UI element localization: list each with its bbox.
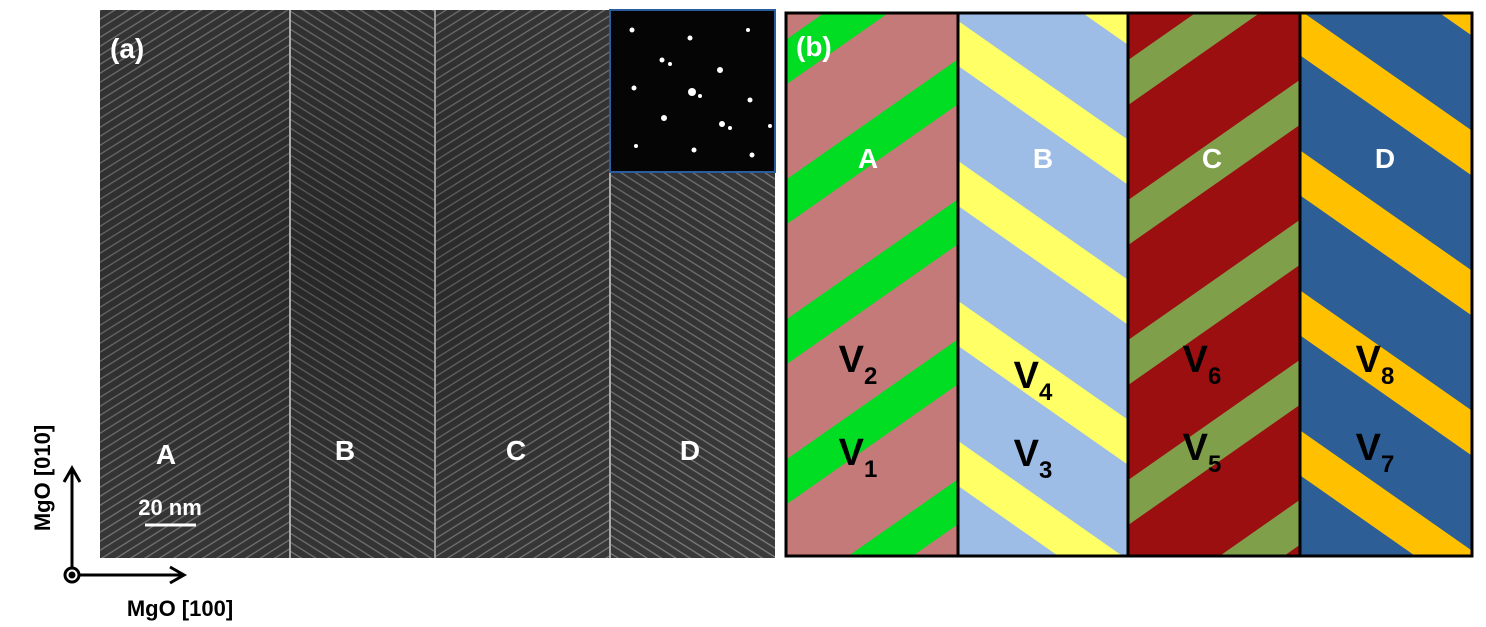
scale-bar-label: 20 nm [138,495,202,520]
variant-symbol: V [1014,355,1040,397]
domain-label: C [506,435,526,466]
panel-label: (a) [110,33,144,64]
schematic [786,13,1472,556]
variant-index: 3 [1039,457,1052,484]
domain-label: A [156,439,176,470]
variant-symbol: V [1356,339,1382,381]
variant-symbol: V [1183,427,1209,469]
variant-index: 1 [864,456,877,483]
domain-label: A [858,143,878,174]
domain-label: C [1202,143,1222,174]
domain-label: D [1375,143,1395,174]
variant-symbol: V [839,432,865,474]
figure: (a) A B C D 20 nm MgO [010] MgO [100] (b… [0,0,1486,627]
variant-index: 4 [1039,379,1053,406]
panel-label: (b) [796,31,832,62]
variant-symbol: V [839,339,865,381]
variant-index: 2 [864,363,877,390]
variant-symbol: V [1356,427,1382,469]
variant-index: 7 [1381,451,1394,478]
variant-index: 6 [1208,363,1221,390]
variant-symbol: V [1183,339,1209,381]
axis-label: MgO [010] [30,425,55,531]
domain-label: B [335,435,355,466]
domain-label: B [1033,143,1053,174]
variant-index: 8 [1381,363,1394,390]
variant-index: 5 [1208,451,1221,478]
domain-label: D [680,435,700,466]
axis-label: MgO [100] [127,596,233,621]
diffraction-inset [610,10,775,172]
variant-symbol: V [1014,433,1040,475]
